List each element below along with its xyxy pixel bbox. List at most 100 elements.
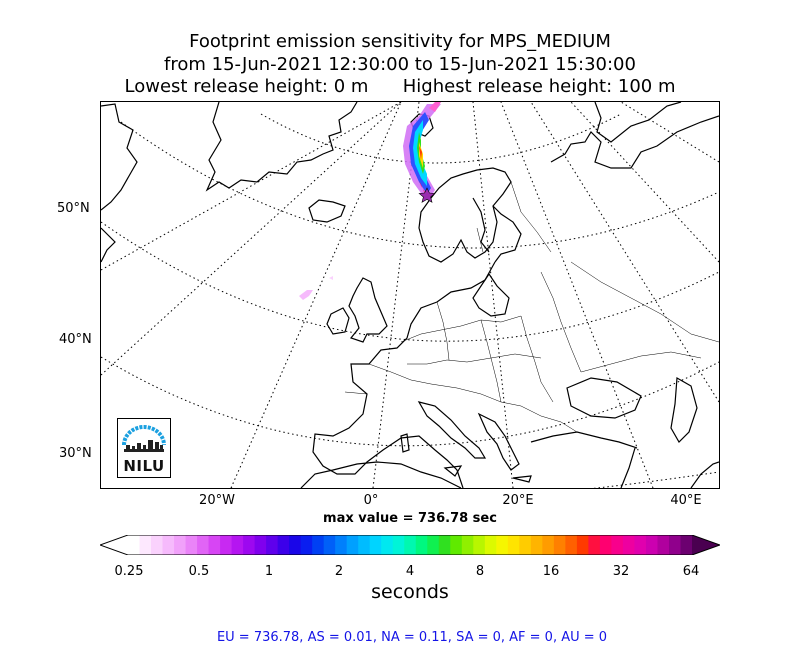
colorbar-swatch (473, 535, 486, 555)
colorbar-tick-label: 1 (264, 564, 274, 579)
colorbar-swatch (450, 535, 463, 555)
colorbar-swatch (323, 535, 336, 555)
colorbar-under-triangle (100, 535, 128, 555)
colorbar-swatch (289, 535, 302, 555)
colorbar-tick-label: 8 (475, 564, 485, 579)
colorbar-swatch (392, 535, 405, 555)
faint-footprint-patch (299, 276, 333, 300)
max-value-label: max value = 736.78 sec (323, 511, 497, 526)
border-line (480, 319, 502, 403)
baltic-coast (472, 197, 490, 253)
colorbar-swatch (277, 535, 290, 555)
sicily-coast (443, 465, 463, 477)
turkey-coast (530, 431, 638, 449)
colorbar-swatch (185, 535, 198, 555)
colorbar-over-triangle (692, 535, 720, 555)
colorbar-swatch (254, 535, 267, 555)
colorbar-swatch (599, 535, 613, 555)
colorbar-swatch (243, 535, 256, 555)
plot-title-line1: Footprint emission sensitivity for MPS_M… (189, 31, 611, 52)
plume-band (409, 112, 431, 194)
meridian-line (101, 102, 402, 376)
plume-band (419, 146, 422, 160)
colorbar-swatch (657, 535, 670, 555)
border-line (520, 315, 554, 403)
colorbar-swatch (231, 535, 244, 555)
colorbar-swatch (542, 535, 555, 555)
colorbar-swatch (266, 535, 279, 555)
colorbar-swatch (553, 535, 566, 555)
colorbar (100, 535, 720, 555)
colorbar-swatch (611, 535, 624, 555)
arctic-russia-coast (594, 102, 682, 143)
parallel-line (260, 113, 622, 164)
canada-coast (101, 103, 138, 211)
meridian-line (570, 102, 719, 263)
colorbar-swatch (565, 535, 578, 555)
star-icon (418, 187, 436, 203)
colorbar-swatch (139, 535, 152, 555)
colorbar-tick-label: 64 (682, 564, 700, 579)
north-africa-coast (300, 461, 462, 488)
colorbar-swatch (507, 535, 520, 555)
scandinavia-coast (418, 167, 512, 263)
north-america-coast (101, 227, 116, 263)
border-line (476, 227, 484, 253)
colorbar-tick-label: 0.25 (114, 564, 144, 579)
colorbar-swatch (415, 535, 428, 555)
colorbar-swatch (369, 535, 382, 555)
nilu-logo: NILU (117, 418, 171, 478)
colorbar-swatch (461, 535, 474, 555)
caspian-coast (670, 377, 698, 443)
finland-coast (492, 205, 522, 263)
border-line (344, 391, 368, 395)
border-line (407, 353, 542, 365)
colorbar-swatch (530, 535, 543, 555)
colorbar-swatch (208, 535, 221, 555)
colorbar-swatch (220, 535, 233, 555)
colorbar-swatch (312, 535, 325, 555)
country-borders (344, 181, 719, 433)
coastlines (101, 102, 719, 488)
colorbar-tick-label: 32 (612, 564, 630, 579)
colorbar-swatch (668, 535, 682, 555)
nilu-logo-graphic (122, 425, 166, 452)
footprint-plume (403, 102, 441, 200)
colorbar-tick-label: 2 (334, 564, 344, 579)
colorbar-swatch (197, 535, 210, 555)
plot-title-line2: from 15-Jun-2021 12:30:00 to 15-Jun-2021… (164, 54, 636, 75)
colorbar-swatch (438, 535, 451, 555)
colorbar-swatch (346, 535, 359, 555)
gulf-coast (690, 461, 719, 488)
greenland-coast (205, 102, 358, 192)
colorbar-swatch (622, 535, 636, 555)
parallel-line (101, 221, 719, 342)
colorbar-swatch (128, 535, 141, 555)
colorbar-swatch (300, 535, 313, 555)
border-line (580, 351, 702, 373)
lat-label: 50°N (57, 201, 90, 216)
levant-coast (620, 447, 636, 488)
colorbar-swatch (680, 535, 693, 555)
nilu-logo-text: NILU (123, 457, 165, 475)
colorbar-swatch (335, 535, 348, 555)
meridian-line (472, 102, 514, 488)
colorbar-swatch (645, 535, 659, 555)
europe-west-coast (312, 261, 496, 488)
colorbar-swatch (381, 535, 394, 555)
colorbar-swatch (484, 535, 497, 555)
lon-label: 20°W (199, 493, 235, 508)
colorbar-swatch (496, 535, 509, 555)
arctic-russia-coast (550, 115, 719, 169)
plume-tail (429, 102, 441, 112)
map-canvas (101, 102, 719, 488)
colorbar-swatch (576, 535, 590, 555)
colorbar-tick-label: 0.5 (188, 564, 210, 579)
black-sea-coast (566, 377, 642, 419)
lon-label: 20°E (502, 493, 534, 508)
colorbar-swatch (358, 535, 371, 555)
colorbar-swatch (427, 535, 440, 555)
great-britain-coast (348, 277, 388, 343)
border-line (400, 315, 522, 343)
colorbar-tick-label: 4 (405, 564, 415, 579)
